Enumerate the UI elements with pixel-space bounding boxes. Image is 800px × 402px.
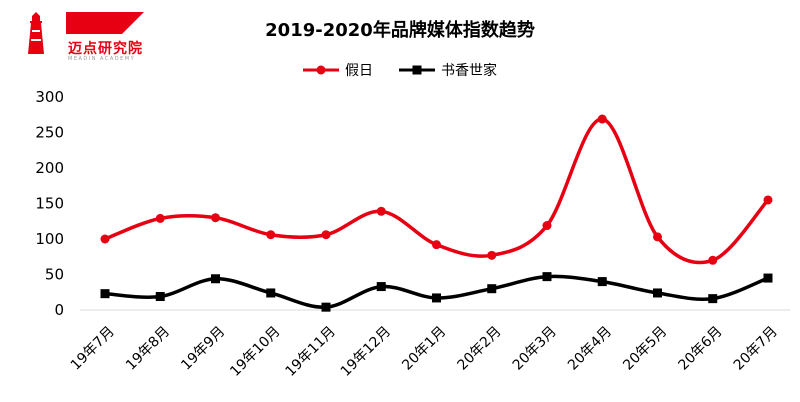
data-point-square (432, 293, 441, 303)
data-point-square (653, 288, 662, 298)
brand-logo: 迈点研究院 MEADIN ACADEMY (22, 10, 144, 62)
chart-title: 2019-2020年品牌媒体指数趋势 (265, 20, 535, 41)
brand-subtitle: MEADIN ACADEMY (68, 56, 136, 62)
x-tick-label: 19年8月 (123, 324, 173, 374)
legend-marker-square (399, 65, 435, 75)
x-tick-label: 19年10月 (227, 324, 283, 380)
x-tick-label: 20年6月 (676, 324, 726, 374)
data-point-circle (653, 232, 662, 242)
data-point-circle (100, 234, 110, 244)
legend-marker-circle (303, 65, 339, 75)
y-tick-label: 150 (35, 195, 64, 213)
legend-label: 假日 (345, 63, 373, 79)
data-point-circle (376, 206, 386, 216)
data-point-square (266, 288, 276, 298)
data-point-circle (597, 114, 607, 124)
data-point-circle (763, 195, 773, 205)
x-tick-label: 20年3月 (510, 324, 560, 374)
x-tick-label: 20年4月 (565, 324, 615, 374)
x-tick-label: 20年2月 (455, 324, 505, 374)
x-tick-label: 20年7月 (731, 324, 781, 374)
y-tick-label: 250 (35, 124, 64, 142)
lighthouse-icon (28, 12, 44, 54)
y-tick-label: 50 (45, 266, 64, 284)
data-point-square (100, 289, 110, 299)
data-point-square (155, 292, 165, 302)
data-point-circle (321, 230, 331, 240)
x-tick-label: 19年12月 (338, 324, 394, 380)
data-point-circle (266, 230, 276, 240)
data-point-square (542, 272, 552, 282)
legend-label: 书香世家 (441, 63, 497, 79)
y-tick-label: 100 (35, 230, 64, 248)
data-point-circle (432, 240, 441, 250)
x-tick-label: 19年7月 (68, 324, 118, 374)
legend-item-series-1: 假日 (303, 60, 373, 80)
x-tick-label: 19年9月 (178, 324, 228, 374)
y-tick-label: 300 (35, 88, 64, 106)
legend-item-series-2: 书香世家 (399, 60, 497, 80)
data-point-square (321, 302, 331, 312)
y-tick-label: 0 (54, 301, 64, 319)
data-point-circle (708, 255, 718, 265)
data-point-circle (211, 213, 220, 223)
x-tick-label: 20年1月 (399, 324, 449, 374)
data-point-square (376, 282, 386, 292)
y-tick-label: 200 (35, 159, 64, 177)
series-line-2 (104, 274, 769, 309)
x-tick-label: 20年5月 (620, 324, 670, 374)
data-point-circle (487, 250, 497, 260)
data-point-square (597, 277, 607, 287)
data-point-circle (155, 213, 165, 223)
brand-name: 迈点研究院 (68, 41, 143, 57)
brand-flag-icon (66, 12, 144, 34)
x-tick-label: 19年11月 (283, 324, 339, 380)
data-point-circle (542, 221, 552, 231)
data-point-square (487, 284, 497, 294)
data-point-square (708, 294, 718, 304)
data-point-square (763, 273, 773, 283)
data-point-square (211, 274, 220, 284)
chart-legend: 假日 书香世家 (0, 60, 800, 80)
